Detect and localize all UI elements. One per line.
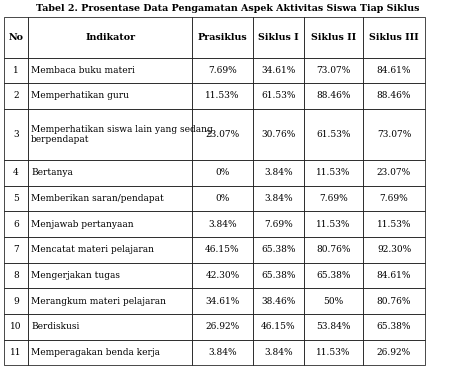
Text: 6: 6 [13, 220, 19, 229]
Text: 26.92%: 26.92% [205, 322, 239, 331]
Text: 30.76%: 30.76% [261, 130, 295, 139]
Text: 23.07%: 23.07% [205, 130, 239, 139]
Text: 88.46%: 88.46% [315, 91, 350, 101]
Text: No: No [9, 33, 24, 41]
Text: 3.84%: 3.84% [263, 194, 292, 203]
Text: Mengerjakan tugas: Mengerjakan tugas [31, 271, 120, 280]
Text: 3.84%: 3.84% [207, 220, 236, 229]
Text: 38.46%: 38.46% [261, 297, 295, 306]
Text: 11.53%: 11.53% [315, 348, 350, 357]
Text: 61.53%: 61.53% [261, 91, 295, 101]
Text: 7: 7 [13, 245, 19, 254]
Text: 9: 9 [13, 297, 19, 306]
Text: 65.38%: 65.38% [261, 245, 295, 254]
Text: 92.30%: 92.30% [376, 245, 410, 254]
Text: 88.46%: 88.46% [376, 91, 410, 101]
Text: 7.69%: 7.69% [379, 194, 408, 203]
Text: 0%: 0% [215, 194, 229, 203]
Text: 4: 4 [13, 168, 19, 177]
Text: Memberikan saran/pendapat: Memberikan saran/pendapat [31, 194, 163, 203]
Text: 11.53%: 11.53% [376, 220, 410, 229]
Text: Menjawab pertanyaan: Menjawab pertanyaan [31, 220, 133, 229]
Text: 5: 5 [13, 194, 19, 203]
Text: Siklus III: Siklus III [369, 33, 418, 41]
Text: 80.76%: 80.76% [376, 297, 410, 306]
Text: 84.61%: 84.61% [376, 66, 410, 75]
Text: 65.38%: 65.38% [315, 271, 350, 280]
Text: Prasiklus: Prasiklus [197, 33, 247, 41]
Text: Mencatat materi pelajaran: Mencatat materi pelajaran [31, 245, 154, 254]
Text: Bertanya: Bertanya [31, 168, 73, 177]
Text: Berdiskusi: Berdiskusi [31, 322, 79, 331]
Text: 50%: 50% [323, 297, 343, 306]
Text: 11.53%: 11.53% [205, 91, 239, 101]
Text: 11.53%: 11.53% [315, 220, 350, 229]
Text: 23.07%: 23.07% [376, 168, 410, 177]
Text: 11.53%: 11.53% [315, 168, 350, 177]
Text: 10: 10 [10, 322, 22, 331]
Text: 3.84%: 3.84% [263, 348, 292, 357]
Text: 8: 8 [13, 271, 19, 280]
Text: 3.84%: 3.84% [207, 348, 236, 357]
Text: Tabel 2. Prosentase Data Pengamatan Aspek Aktivitas Siswa Tiap Siklus: Tabel 2. Prosentase Data Pengamatan Aspe… [36, 4, 419, 14]
Text: 2: 2 [13, 91, 19, 101]
Text: 1: 1 [13, 66, 19, 75]
Text: Memperagakan benda kerja: Memperagakan benda kerja [31, 348, 160, 357]
Text: Merangkum materi pelajaran: Merangkum materi pelajaran [31, 297, 166, 306]
Text: Siklus II: Siklus II [310, 33, 355, 41]
Text: 65.38%: 65.38% [376, 322, 410, 331]
Text: Memperhatikan siswa lain yang sedang
berpendapat: Memperhatikan siswa lain yang sedang ber… [31, 125, 212, 144]
Text: 34.61%: 34.61% [261, 66, 295, 75]
Text: 46.15%: 46.15% [261, 322, 295, 331]
Text: 53.84%: 53.84% [315, 322, 350, 331]
Text: 42.30%: 42.30% [205, 271, 239, 280]
Text: Membaca buku materi: Membaca buku materi [31, 66, 135, 75]
Text: 61.53%: 61.53% [315, 130, 350, 139]
Text: 3.84%: 3.84% [263, 168, 292, 177]
Text: 3: 3 [13, 130, 19, 139]
Text: 80.76%: 80.76% [315, 245, 350, 254]
Text: 26.92%: 26.92% [376, 348, 410, 357]
Text: 73.07%: 73.07% [316, 66, 350, 75]
Text: 84.61%: 84.61% [376, 271, 410, 280]
Text: 11: 11 [10, 348, 22, 357]
Text: 46.15%: 46.15% [205, 245, 239, 254]
Text: 7.69%: 7.69% [318, 194, 347, 203]
Text: 7.69%: 7.69% [207, 66, 236, 75]
Text: 65.38%: 65.38% [261, 271, 295, 280]
Text: Indikator: Indikator [85, 33, 135, 41]
Text: Siklus I: Siklus I [258, 33, 298, 41]
Text: Memperhatikan guru: Memperhatikan guru [31, 91, 129, 101]
Text: 73.07%: 73.07% [376, 130, 410, 139]
Text: 7.69%: 7.69% [263, 220, 292, 229]
Text: 34.61%: 34.61% [205, 297, 239, 306]
Text: 0%: 0% [215, 168, 229, 177]
